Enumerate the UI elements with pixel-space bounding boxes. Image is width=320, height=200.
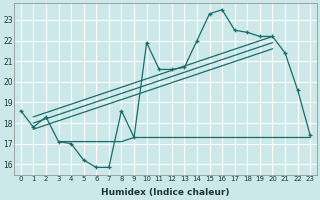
X-axis label: Humidex (Indice chaleur): Humidex (Indice chaleur) — [101, 188, 230, 197]
